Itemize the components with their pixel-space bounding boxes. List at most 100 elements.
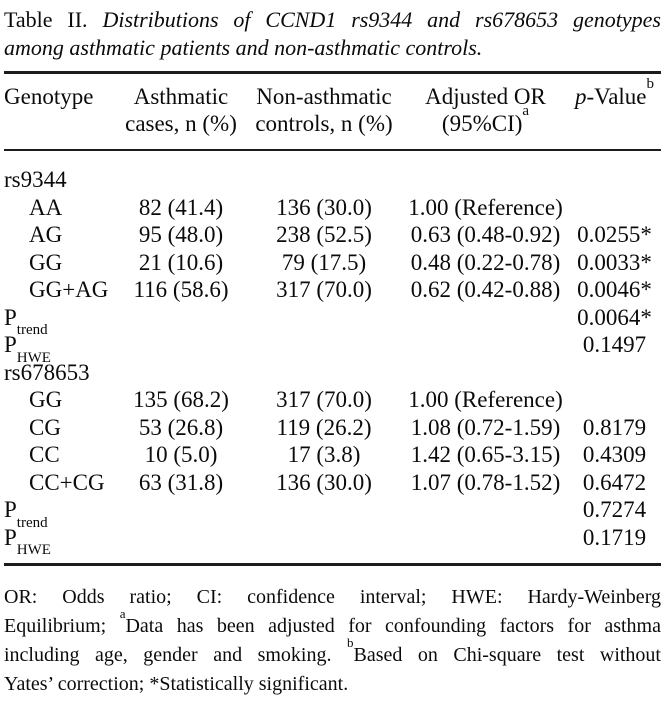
cell-nonasthmatic-controls [245,496,403,524]
cell-adjusted-or [403,524,568,552]
cell-genotype: GG+AG [4,276,117,304]
caption-table-number: Table II. [4,7,88,32]
footnote-line-1: OR: Odds ratio; CI: confidence interval;… [4,586,661,608]
cell-genotype: rs9344 [4,166,117,194]
cell-genotype: Ptrend [4,496,117,530]
cell-p-value: 0.0046* [577,277,652,302]
genotype-label: rs678653 [4,359,90,385]
table-row: AG 95 (48.0) 238 (52.5) 0.63 (0.48-0.92)… [4,221,661,249]
col-header-adjusted-or: Adjusted OR (95%CI)a [403,83,568,137]
cell-adjusted-or: 1.00 (Reference) [408,194,563,220]
table-row: GG+AG 116 (58.6) 317 (70.0) 0.62 (0.42-0… [4,276,661,304]
col-header-nonasthmatic-line1: Non-asthmatic [256,84,392,109]
cell-genotype: PHWE [4,331,117,365]
cell-nonasthmatic-controls [245,331,403,359]
table-row: CC 10 (5.0) 17 (3.8) 1.42 (0.65-3.15) 0.… [4,441,661,469]
cell-p-value: 0.0255* [577,222,652,247]
cell-adjusted-or: 0.48 (0.22-0.78) [410,249,561,275]
table-row: Ptrend 0.7274 [4,496,661,530]
cell-nonasthmatic-controls: 136 (30.0) [276,469,372,495]
genotype-label: AA [29,194,63,220]
cell-asthmatic-cases: 53 (26.8) [138,414,224,440]
cell-adjusted-or: 0.63 (0.48-0.92) [410,222,561,247]
table-body: rs9344 AA 82 (41.4) 136 (30.0) 1.00 (Ref… [4,151,661,563]
cell-genotype: CC+CG [4,469,117,497]
col-header-or-line1: Adjusted OR [425,84,546,109]
genotype-label: CC+CG [29,469,105,495]
cell-asthmatic-cases: 82 (41.4) [138,194,224,220]
cell-nonasthmatic-controls: 79 (17.5) [281,249,367,275]
cell-nonasthmatic-controls [245,166,403,194]
footnote-marker-b: b [646,76,655,93]
footnote-line-3: including age, gender and smoking. bBase… [4,636,661,670]
col-header-nonasthmatic-controls: Non-asthmatic controls, n (%) [245,83,403,137]
table-row: CC+CG 63 (31.8) 136 (30.0) 1.07 (0.78-1.… [4,469,661,497]
footnote-superscript-b: b [346,635,354,651]
cell-nonasthmatic-controls: 238 (52.5) [276,222,372,247]
col-header-genotype: Genotype [4,83,117,137]
cell-nonasthmatic-controls: 317 (70.0) [276,387,372,412]
cell-genotype: PHWE [4,524,117,558]
genotype-label-subscript: trend [16,514,48,531]
cell-asthmatic-cases [117,524,245,552]
cell-nonasthmatic-controls: 119 (26.2) [276,414,372,440]
caption-line-2: among asthmatic patients and non-asthmat… [4,35,483,60]
col-header-asthmatic-line2: cases, n (%) [125,111,237,136]
cell-p-value: 0.0033* [577,249,652,275]
genotype-label: CG [29,414,61,440]
cell-nonasthmatic-controls: 136 (30.0) [276,194,372,220]
genotype-label: CC [29,442,60,467]
table-header-row: Genotype Asthmatic cases, n (%) Non-asth… [4,74,661,149]
col-header-asthmatic-cases: Asthmatic cases, n (%) [117,83,245,137]
col-header-asthmatic-line1: Asthmatic [133,84,229,109]
table-row: PHWE 0.1497 [4,331,661,365]
cell-genotype: GG [4,249,117,277]
cell-adjusted-or [403,331,568,359]
genotype-label: GG+AG [29,277,109,302]
genotype-label: P [4,332,17,357]
genotype-label: P [4,524,17,550]
footnote-marker-a: a [522,103,530,120]
cell-p-value: 0.4309 [582,442,647,467]
cell-nonasthmatic-controls [245,524,403,552]
cell-genotype: CC [4,441,117,469]
col-header-nonasthmatic-line2: controls, n (%) [255,111,393,136]
genotype-label-subscript: HWE [16,542,51,559]
footnote-line3-pre: including age, gender and smoking. [4,644,347,666]
table-row: rs9344 [4,166,661,194]
cell-asthmatic-cases [117,166,245,194]
genotype-label: GG [29,387,63,412]
cell-adjusted-or [403,304,568,332]
cell-adjusted-or: 0.62 (0.42-0.88) [410,277,561,302]
cell-p-value: 0.8179 [582,414,647,440]
p-symbol: p [574,84,587,109]
cell-genotype: AA [4,194,117,222]
cell-genotype: rs678653 [4,359,117,387]
cell-adjusted-or [403,166,568,194]
table-row: AA 82 (41.4) 136 (30.0) 1.00 (Reference) [4,194,661,222]
cell-adjusted-or: 1.08 (0.72-1.59) [410,414,561,440]
table-caption: Table II. Distributions of CCND1 rs9344 … [4,6,661,62]
table-rule-mid [4,149,661,151]
cell-asthmatic-cases [117,359,245,387]
cell-p-value: 0.1719 [582,524,647,550]
cell-asthmatic-cases [117,304,245,332]
cell-adjusted-or [403,496,568,524]
cell-adjusted-or: 1.42 (0.65-3.15) [410,442,561,467]
cell-asthmatic-cases: 21 (10.6) [138,249,224,275]
col-header-or-ci: (95%CI) [441,111,523,136]
table-row: Ptrend 0.0064* [4,304,661,338]
cell-p-value [568,359,661,387]
cell-asthmatic-cases [117,331,245,359]
col-header-genotype-label: Genotype [4,84,94,109]
cell-nonasthmatic-controls: 17 (3.8) [287,442,361,467]
cell-p-value: 0.6472 [582,469,647,495]
cell-genotype: AG [4,221,117,249]
p-value-text: -Value [586,84,647,109]
cell-p-value [568,386,661,414]
footnote-line2-pre: Equilibrium; [4,615,120,637]
cell-asthmatic-cases [117,496,245,524]
cell-p-value [568,166,661,194]
table-row: PHWE 0.1719 [4,524,661,558]
